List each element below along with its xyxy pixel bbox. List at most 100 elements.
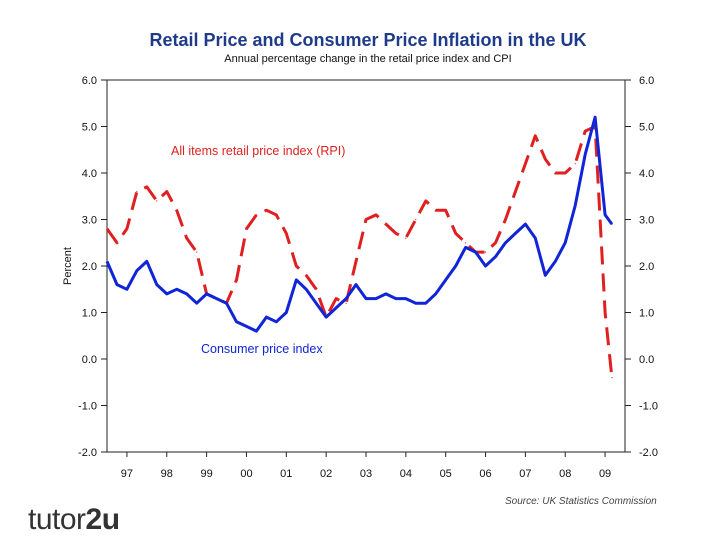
chart-subtitle: Annual percentage change in the retail p… bbox=[224, 53, 512, 65]
data-point bbox=[295, 279, 297, 281]
data-point bbox=[554, 260, 556, 262]
y-tick-label-left: -2.0 bbox=[78, 447, 97, 459]
logo-text-a: tutor bbox=[28, 503, 86, 536]
y-tick-label-left: 6.0 bbox=[82, 75, 97, 87]
y-tick-label-left: -1.0 bbox=[78, 401, 97, 413]
data-point bbox=[425, 200, 427, 202]
series-line-cpi bbox=[105, 115, 614, 333]
x-tick-label: 08 bbox=[559, 468, 571, 480]
data-point bbox=[245, 325, 248, 327]
data-point bbox=[514, 232, 517, 234]
x-tick-label: 02 bbox=[320, 468, 332, 480]
data-point bbox=[534, 237, 536, 239]
data-point bbox=[611, 223, 613, 225]
data-point bbox=[484, 265, 487, 267]
data-point bbox=[534, 135, 536, 137]
data-point bbox=[206, 293, 208, 295]
data-point bbox=[524, 223, 527, 225]
data-point bbox=[136, 270, 138, 272]
data-point bbox=[611, 377, 613, 379]
data-point bbox=[345, 298, 347, 300]
y-tick-label-right: -1.0 bbox=[639, 401, 658, 413]
data-point bbox=[594, 116, 596, 118]
data-point bbox=[395, 298, 397, 300]
source-note: Source: UK Statistics Commission bbox=[505, 496, 657, 507]
data-point bbox=[146, 186, 148, 188]
y-tick-label-left: 3.0 bbox=[82, 215, 97, 227]
data-point bbox=[604, 311, 606, 314]
data-point bbox=[335, 298, 337, 300]
y-tick-label-right: 4.0 bbox=[639, 168, 654, 180]
data-point bbox=[385, 293, 387, 295]
y-tick-label-left: 5.0 bbox=[82, 122, 97, 134]
y-tick-label-left: 4.0 bbox=[82, 168, 97, 180]
data-point bbox=[395, 232, 397, 234]
data-point bbox=[196, 302, 198, 304]
data-point bbox=[445, 209, 447, 211]
data-point bbox=[176, 288, 178, 290]
data-point bbox=[106, 228, 108, 230]
data-point bbox=[235, 279, 238, 281]
data-point bbox=[265, 209, 267, 211]
data-point bbox=[415, 218, 417, 221]
logo-text-b: 2u bbox=[85, 503, 121, 536]
data-point bbox=[285, 311, 287, 314]
series-cpi bbox=[105, 115, 614, 333]
data-point bbox=[574, 163, 576, 165]
y-tick-label-right: 3.0 bbox=[639, 215, 654, 227]
data-point bbox=[544, 158, 546, 160]
data-point bbox=[524, 163, 527, 165]
data-point bbox=[425, 302, 427, 304]
x-tick-label: 01 bbox=[280, 468, 292, 480]
data-point bbox=[216, 298, 218, 300]
data-point bbox=[365, 218, 367, 221]
data-point bbox=[554, 172, 556, 174]
data-point bbox=[225, 302, 228, 304]
data-point bbox=[504, 218, 507, 221]
rpi-annotation: All items retail price index (RPI) bbox=[171, 144, 345, 158]
data-point bbox=[166, 191, 168, 193]
data-point bbox=[275, 214, 277, 216]
x-tick-label: 05 bbox=[440, 468, 452, 480]
x-tick-label: 04 bbox=[400, 468, 412, 480]
data-point bbox=[494, 256, 497, 258]
data-point bbox=[295, 265, 297, 267]
data-point bbox=[255, 330, 257, 332]
y-axis-label: Percent bbox=[62, 247, 74, 285]
data-point bbox=[186, 237, 188, 239]
data-point bbox=[156, 200, 158, 202]
data-point bbox=[435, 209, 437, 211]
data-point bbox=[305, 288, 307, 290]
series-line-rpi bbox=[105, 125, 614, 378]
data-point bbox=[146, 260, 148, 262]
data-point bbox=[584, 130, 586, 132]
data-point bbox=[385, 223, 387, 225]
data-point bbox=[494, 242, 497, 244]
data-point bbox=[176, 209, 178, 211]
y-tick-label-right: -2.0 bbox=[639, 447, 658, 459]
data-point bbox=[375, 214, 377, 216]
data-point bbox=[186, 293, 188, 295]
data-point bbox=[604, 214, 606, 216]
data-point bbox=[544, 274, 546, 276]
data-point bbox=[415, 302, 417, 304]
x-tick-label: 98 bbox=[161, 468, 173, 480]
x-tick-label: 09 bbox=[599, 468, 611, 480]
data-point bbox=[325, 316, 327, 318]
series-rpi bbox=[105, 125, 614, 379]
x-tick-label: 03 bbox=[360, 468, 372, 480]
data-point bbox=[574, 205, 576, 207]
data-point bbox=[365, 298, 367, 300]
x-tick-label: 06 bbox=[479, 468, 491, 480]
y-tick-label-right: 6.0 bbox=[639, 75, 654, 87]
y-tick-label-right: 5.0 bbox=[639, 122, 654, 134]
data-point bbox=[355, 284, 357, 286]
chart-title: Retail Price and Consumer Price Inflatio… bbox=[149, 30, 587, 50]
tutor2u-logo: tutor2u bbox=[28, 503, 120, 537]
data-point bbox=[484, 251, 487, 253]
data-point bbox=[435, 293, 437, 295]
data-point bbox=[504, 242, 507, 244]
x-tick-label: 99 bbox=[200, 468, 212, 480]
data-point bbox=[315, 288, 317, 290]
data-point bbox=[136, 191, 138, 193]
